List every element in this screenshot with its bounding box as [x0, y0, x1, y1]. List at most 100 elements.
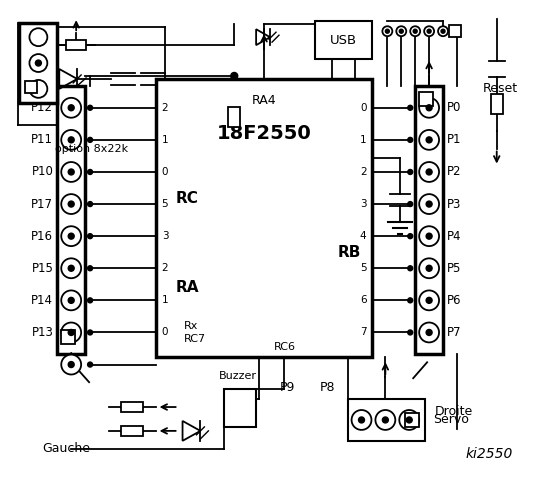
Text: P13: P13 — [32, 326, 53, 339]
Circle shape — [426, 233, 432, 239]
Text: P4: P4 — [447, 229, 462, 243]
Bar — [491, 94, 503, 114]
Text: Reset: Reset — [483, 83, 518, 96]
Circle shape — [408, 105, 413, 110]
Bar — [419, 92, 433, 106]
Circle shape — [426, 105, 432, 111]
Text: 2: 2 — [161, 103, 168, 113]
Circle shape — [426, 201, 432, 207]
Bar — [225, 389, 256, 427]
Circle shape — [29, 80, 48, 98]
Circle shape — [408, 202, 413, 206]
Text: 6: 6 — [360, 295, 367, 305]
Text: ki2550: ki2550 — [465, 447, 513, 461]
Circle shape — [419, 226, 439, 246]
Circle shape — [424, 26, 434, 36]
Text: 0: 0 — [360, 103, 367, 113]
Text: 0: 0 — [161, 327, 168, 337]
Text: P1: P1 — [447, 133, 462, 146]
Text: Servo: Servo — [433, 413, 469, 426]
Text: 5: 5 — [360, 263, 367, 273]
Text: RA: RA — [176, 280, 199, 295]
Circle shape — [68, 298, 74, 303]
Circle shape — [68, 169, 74, 175]
Circle shape — [61, 98, 81, 118]
Text: 7: 7 — [360, 327, 367, 337]
Text: 18F2550: 18F2550 — [217, 124, 311, 143]
Text: P14: P14 — [32, 294, 53, 307]
Circle shape — [426, 169, 432, 175]
Text: P2: P2 — [447, 166, 462, 179]
Circle shape — [408, 137, 413, 143]
Bar — [58, 86, 85, 354]
Text: P16: P16 — [32, 229, 53, 243]
Circle shape — [87, 266, 92, 271]
Circle shape — [61, 258, 81, 278]
Text: P3: P3 — [447, 198, 461, 211]
Circle shape — [61, 355, 81, 374]
Text: 5: 5 — [161, 199, 168, 209]
Circle shape — [426, 329, 432, 336]
Circle shape — [441, 29, 445, 33]
Circle shape — [399, 29, 403, 33]
Text: P15: P15 — [32, 262, 53, 275]
Circle shape — [29, 28, 48, 46]
Circle shape — [87, 330, 92, 335]
Text: USB: USB — [330, 34, 357, 47]
Circle shape — [408, 298, 413, 303]
Text: 2: 2 — [360, 167, 367, 177]
Text: P11: P11 — [32, 133, 53, 146]
Bar — [228, 107, 240, 127]
Text: P7: P7 — [447, 326, 462, 339]
Bar — [25, 81, 38, 93]
Circle shape — [358, 417, 364, 423]
Text: 4: 4 — [360, 231, 367, 241]
Text: RA4: RA4 — [252, 94, 276, 108]
Text: RC6: RC6 — [274, 342, 296, 352]
Circle shape — [408, 234, 413, 239]
Bar — [122, 426, 143, 436]
Circle shape — [419, 194, 439, 214]
Circle shape — [68, 233, 74, 239]
Circle shape — [68, 137, 74, 143]
Circle shape — [61, 226, 81, 246]
Bar — [19, 23, 58, 103]
Circle shape — [419, 323, 439, 342]
Circle shape — [29, 54, 48, 72]
Text: P6: P6 — [447, 294, 462, 307]
Bar — [61, 330, 75, 344]
Circle shape — [408, 330, 413, 335]
Circle shape — [61, 323, 81, 342]
Text: P12: P12 — [32, 101, 53, 114]
Text: 1: 1 — [360, 135, 367, 145]
Circle shape — [68, 105, 74, 111]
Circle shape — [419, 162, 439, 182]
Circle shape — [399, 410, 419, 430]
Text: P0: P0 — [447, 101, 461, 114]
Circle shape — [68, 265, 74, 271]
Circle shape — [397, 26, 406, 36]
Text: RB: RB — [338, 245, 361, 261]
Bar — [449, 25, 461, 37]
Circle shape — [406, 417, 412, 423]
Circle shape — [427, 29, 431, 33]
Circle shape — [87, 298, 92, 303]
Circle shape — [87, 362, 92, 367]
Text: P10: P10 — [32, 166, 53, 179]
Circle shape — [87, 105, 92, 110]
Circle shape — [61, 162, 81, 182]
Circle shape — [61, 194, 81, 214]
Circle shape — [68, 201, 74, 207]
Text: P9: P9 — [279, 381, 295, 394]
Text: Droite: Droite — [435, 406, 473, 419]
Text: RC7: RC7 — [184, 335, 206, 345]
Text: 0: 0 — [161, 167, 168, 177]
Bar — [156, 79, 372, 357]
Text: RC: RC — [176, 191, 199, 206]
Circle shape — [35, 60, 41, 66]
Text: 1: 1 — [161, 135, 168, 145]
Circle shape — [413, 29, 417, 33]
Bar — [315, 21, 372, 59]
Text: Rx: Rx — [184, 321, 198, 331]
Circle shape — [426, 137, 432, 143]
